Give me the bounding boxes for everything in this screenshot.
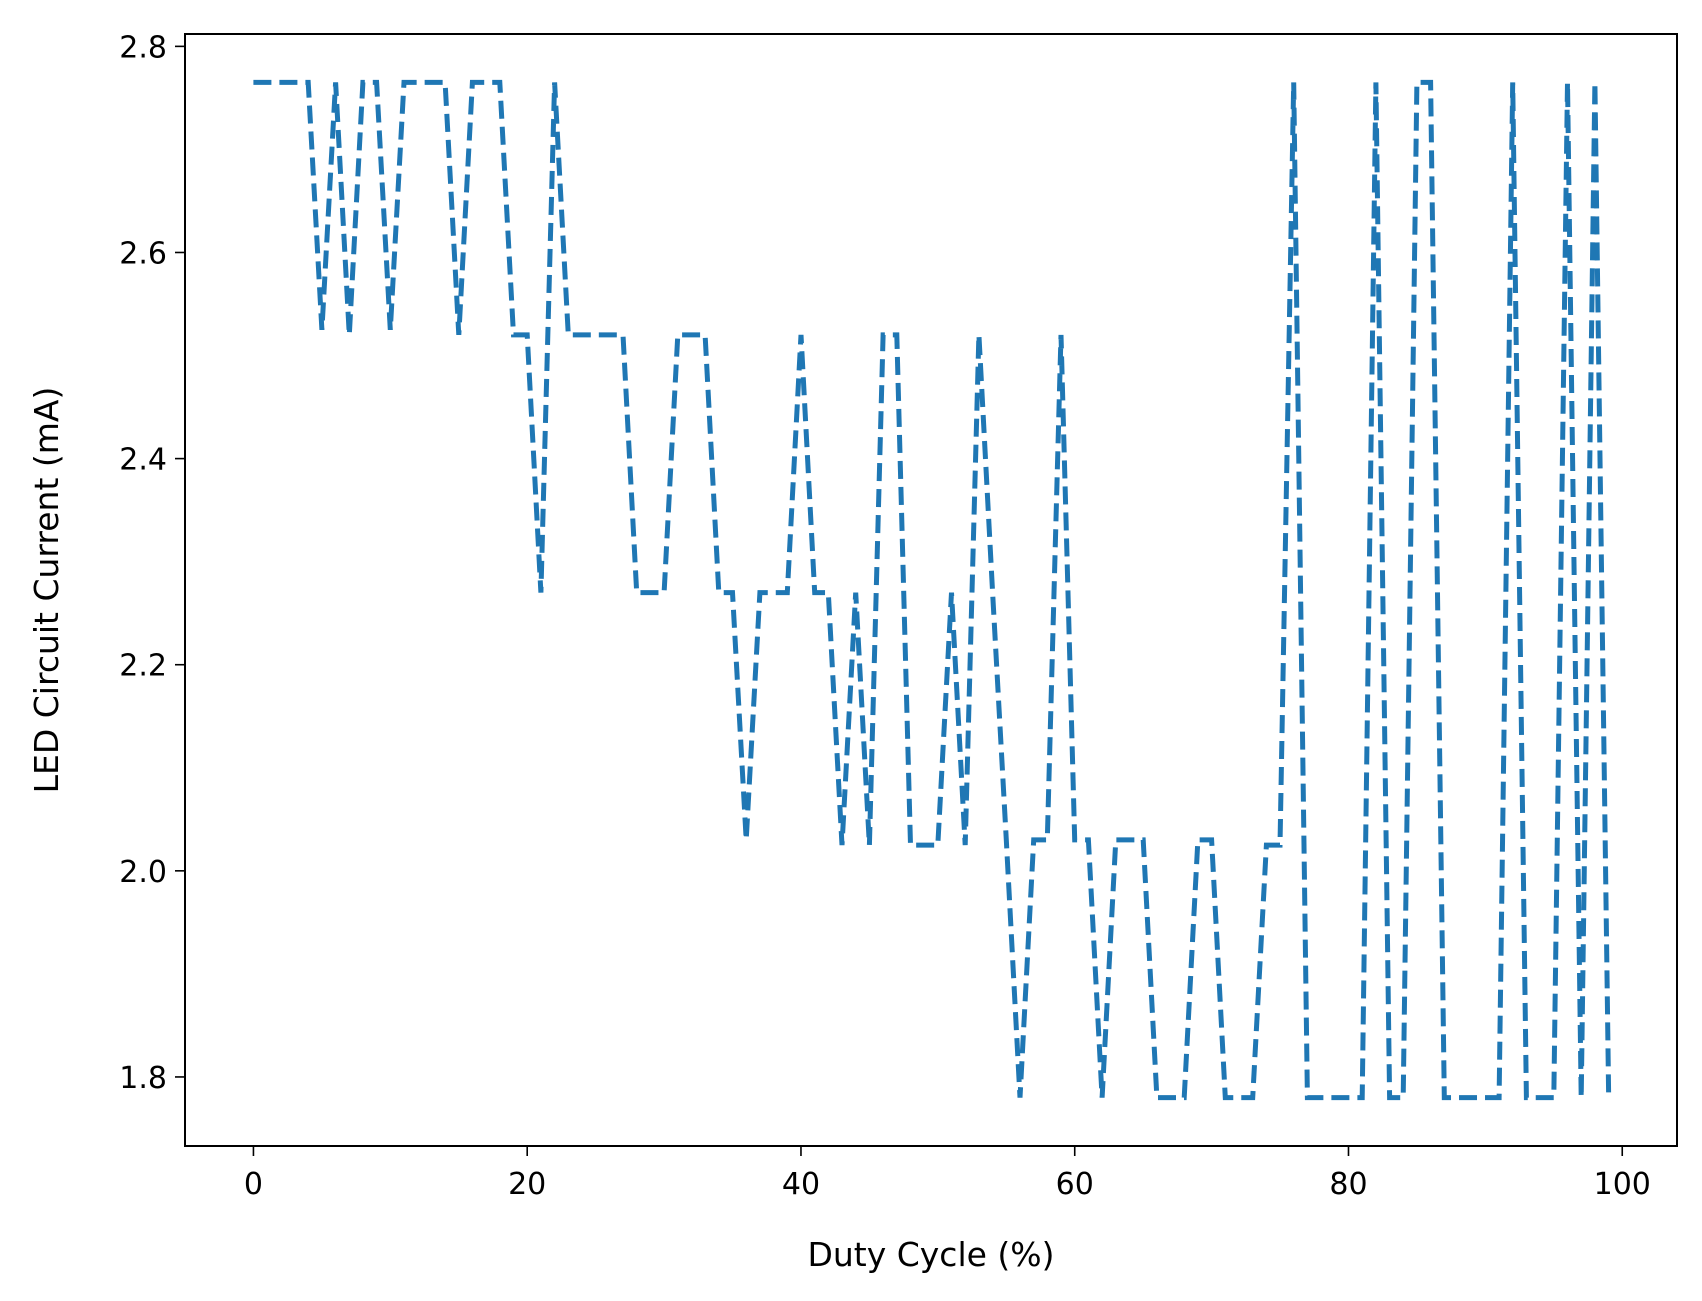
x-tick-label: 60 (1056, 1167, 1094, 1202)
x-axis: 0 20 40 60 80 100 (244, 1146, 1651, 1202)
y-tick-label: 1.8 (119, 1061, 167, 1096)
y-axis-title: LED Circuit Current (mA) (27, 387, 66, 794)
y-tick-label: 2.2 (119, 649, 167, 684)
plot-frame (184, 33, 1678, 1147)
x-tick-label: 80 (1329, 1167, 1367, 1202)
y-tick-label: 2.8 (119, 30, 167, 65)
y-axis: 1.8 2.0 2.2 2.4 2.6 2.8 (119, 30, 185, 1096)
x-axis-title: Duty Cycle (%) (807, 1235, 1054, 1274)
y-tick-label: 2.4 (119, 443, 167, 478)
plot-area (184, 33, 1678, 1147)
y-tick-label: 2.0 (119, 855, 167, 890)
x-tick-label: 100 (1594, 1167, 1651, 1202)
x-tick-label: 40 (782, 1167, 820, 1202)
y-tick-label: 2.6 (119, 236, 167, 271)
series-line-0 (253, 79, 1612, 1101)
x-tick-label: 20 (508, 1167, 546, 1202)
x-tick-label: 0 (244, 1167, 263, 1202)
